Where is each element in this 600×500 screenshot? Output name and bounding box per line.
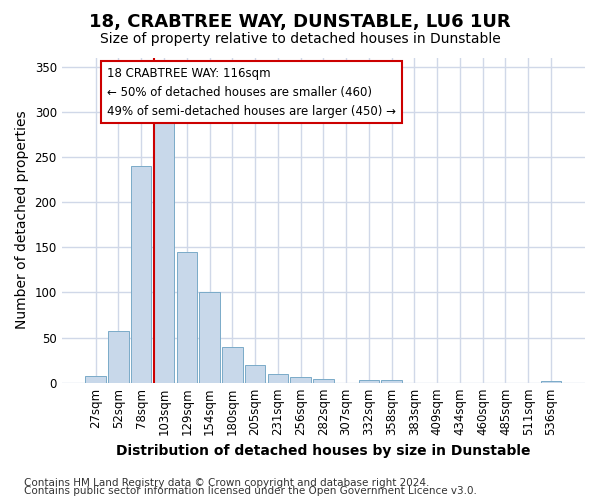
- Bar: [222, 346, 242, 382]
- Text: 18 CRABTREE WAY: 116sqm
← 50% of detached houses are smaller (460)
49% of semi-d: 18 CRABTREE WAY: 116sqm ← 50% of detache…: [107, 66, 396, 118]
- Bar: [176, 252, 197, 382]
- Bar: [313, 379, 334, 382]
- Bar: [359, 380, 379, 382]
- Text: Contains public sector information licensed under the Open Government Licence v3: Contains public sector information licen…: [24, 486, 477, 496]
- Bar: [541, 381, 561, 382]
- Bar: [290, 378, 311, 382]
- Bar: [382, 380, 402, 382]
- Bar: [199, 292, 220, 382]
- Text: 18, CRABTREE WAY, DUNSTABLE, LU6 1UR: 18, CRABTREE WAY, DUNSTABLE, LU6 1UR: [89, 12, 511, 30]
- Text: Contains HM Land Registry data © Crown copyright and database right 2024.: Contains HM Land Registry data © Crown c…: [24, 478, 430, 488]
- Bar: [245, 364, 265, 382]
- Y-axis label: Number of detached properties: Number of detached properties: [15, 111, 29, 330]
- Bar: [131, 166, 151, 382]
- Bar: [154, 120, 174, 382]
- Bar: [108, 331, 129, 382]
- X-axis label: Distribution of detached houses by size in Dunstable: Distribution of detached houses by size …: [116, 444, 530, 458]
- Bar: [268, 374, 288, 382]
- Text: Size of property relative to detached houses in Dunstable: Size of property relative to detached ho…: [100, 32, 500, 46]
- Bar: [85, 376, 106, 382]
